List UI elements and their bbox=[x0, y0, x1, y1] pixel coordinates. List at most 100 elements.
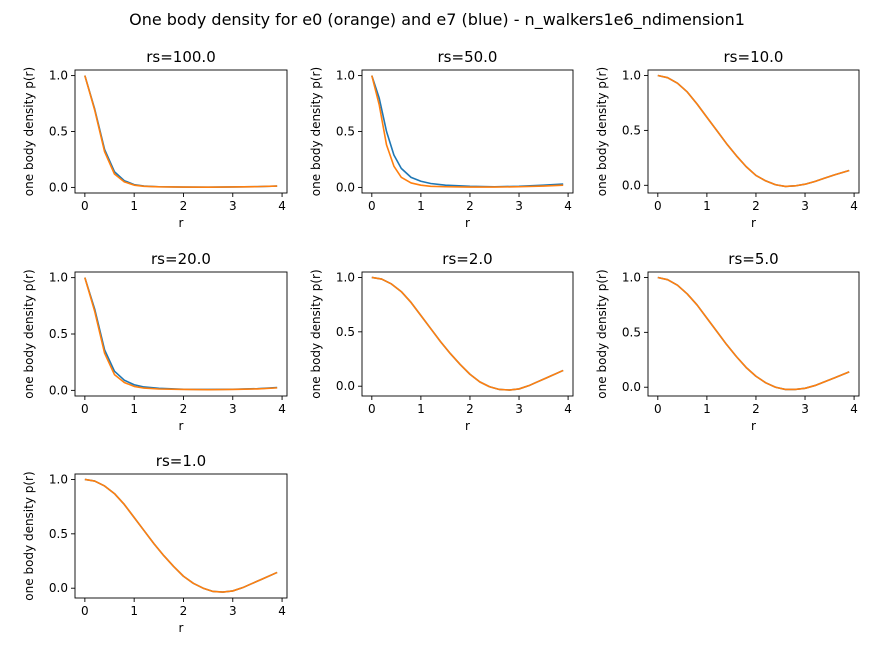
y-tick-label: 1.0 bbox=[49, 69, 68, 83]
y-tick-label: 1.0 bbox=[49, 472, 68, 486]
y-tick-label: 0.5 bbox=[336, 125, 355, 139]
x-tick-label: 2 bbox=[466, 402, 474, 416]
series-line-e0 bbox=[84, 75, 278, 188]
y-axis-label: one body density p(r) bbox=[22, 269, 36, 398]
x-tick-label: 4 bbox=[564, 402, 572, 416]
y-tick-label: 0.0 bbox=[49, 581, 68, 595]
axes-frame bbox=[74, 69, 288, 194]
x-tick-label: 4 bbox=[278, 604, 286, 618]
x-tick-label: 0 bbox=[81, 402, 89, 416]
y-tick-label: 0.0 bbox=[336, 180, 355, 194]
x-tick-label: 0 bbox=[81, 199, 89, 213]
x-axis-label: r bbox=[179, 419, 184, 433]
y-tick-label: 1.0 bbox=[622, 68, 641, 82]
x-tick-label: 2 bbox=[466, 199, 474, 213]
x-tick-label: 3 bbox=[229, 604, 237, 618]
subplot-title: rs=10.0 bbox=[724, 48, 784, 66]
axes-frame bbox=[361, 271, 574, 397]
axes-frame bbox=[74, 473, 288, 599]
x-tick-label: 0 bbox=[368, 199, 376, 213]
x-tick-label: 1 bbox=[417, 402, 425, 416]
x-axis-label: r bbox=[751, 419, 756, 433]
x-tick-label: 4 bbox=[278, 402, 286, 416]
y-axis-label: one body density p(r) bbox=[595, 269, 609, 398]
x-tick-label: 0 bbox=[654, 402, 662, 416]
x-tick-label: 0 bbox=[81, 604, 89, 618]
x-tick-label: 2 bbox=[752, 402, 760, 416]
y-tick-label: 0.5 bbox=[49, 125, 68, 139]
y-axis-label: one body density p(r) bbox=[22, 471, 36, 600]
subplot-2: 0 1 2 3 4 0.0 0.5 1.0 rs=50.0 r one body density p… bbox=[309, 48, 574, 230]
y-axis-label: one body density p(r) bbox=[22, 67, 36, 196]
series-line-e0 bbox=[371, 75, 564, 188]
x-tick-label: 1 bbox=[703, 199, 711, 213]
subplot-7: 0 1 2 3 4 0.0 0.5 1.0 rs=1.0 r one body density p(… bbox=[22, 452, 288, 635]
figure-title: One body density for e0 (orange) and e7 … bbox=[129, 10, 745, 29]
subplot-4: 0 1 2 3 4 0.0 0.5 1.0 rs=20.0 r one body density p… bbox=[22, 250, 288, 433]
y-tick-label: 0.5 bbox=[49, 327, 68, 341]
axes-frame bbox=[361, 69, 574, 194]
subplot-5: 0 1 2 3 4 0.0 0.5 1.0 rs=2.0 r one body density p(… bbox=[309, 250, 574, 433]
y-tick-label: 0.5 bbox=[622, 123, 641, 137]
x-tick-label: 3 bbox=[801, 199, 809, 213]
x-tick-label: 1 bbox=[417, 199, 425, 213]
x-tick-label: 2 bbox=[180, 402, 188, 416]
x-tick-label: 2 bbox=[180, 199, 188, 213]
y-tick-label: 0.0 bbox=[622, 178, 641, 192]
axes-frame bbox=[74, 271, 288, 397]
x-tick-label: 4 bbox=[850, 199, 858, 213]
x-tick-label: 3 bbox=[515, 402, 523, 416]
series-line-e7 bbox=[371, 75, 564, 188]
x-tick-label: 2 bbox=[752, 199, 760, 213]
y-tick-label: 0.0 bbox=[622, 380, 641, 394]
x-axis-label: r bbox=[179, 216, 184, 230]
series-line-e0 bbox=[657, 276, 850, 391]
axes-frame bbox=[647, 69, 860, 194]
series-line-e0 bbox=[657, 74, 850, 188]
series-line-e0 bbox=[371, 276, 564, 391]
x-tick-label: 4 bbox=[564, 199, 572, 213]
subplot-title: rs=50.0 bbox=[438, 48, 498, 66]
y-tick-label: 0.0 bbox=[49, 383, 68, 397]
y-tick-label: 0.5 bbox=[622, 325, 641, 339]
axes-frame bbox=[647, 271, 860, 397]
x-axis-label: r bbox=[465, 419, 470, 433]
x-tick-label: 4 bbox=[850, 402, 858, 416]
y-axis-label: one body density p(r) bbox=[595, 67, 609, 196]
subplot-title: rs=1.0 bbox=[156, 452, 206, 470]
x-tick-label: 2 bbox=[180, 604, 188, 618]
x-tick-label: 0 bbox=[654, 199, 662, 213]
subplot-6: 0 1 2 3 4 0.0 0.5 1.0 rs=5.0 r one body density p(… bbox=[595, 250, 860, 433]
x-axis-label: r bbox=[179, 621, 184, 635]
x-tick-label: 3 bbox=[515, 199, 523, 213]
x-tick-label: 3 bbox=[229, 199, 237, 213]
x-tick-label: 3 bbox=[801, 402, 809, 416]
subplot-title: rs=5.0 bbox=[728, 250, 778, 268]
x-tick-label: 0 bbox=[368, 402, 376, 416]
x-tick-label: 1 bbox=[130, 604, 138, 618]
x-tick-label: 1 bbox=[703, 402, 711, 416]
x-tick-label: 1 bbox=[130, 402, 138, 416]
y-tick-label: 1.0 bbox=[336, 270, 355, 284]
y-tick-label: 0.0 bbox=[336, 379, 355, 393]
y-axis-label: one body density p(r) bbox=[309, 67, 323, 196]
y-tick-label: 1.0 bbox=[49, 271, 68, 285]
series-line-e0 bbox=[84, 277, 278, 391]
series-line-e0 bbox=[84, 478, 278, 593]
x-axis-label: r bbox=[751, 216, 756, 230]
x-tick-label: 4 bbox=[278, 199, 286, 213]
y-tick-label: 0.5 bbox=[336, 325, 355, 339]
y-tick-label: 1.0 bbox=[622, 270, 641, 284]
y-axis-label: one body density p(r) bbox=[309, 269, 323, 398]
subplot-title: rs=2.0 bbox=[442, 250, 492, 268]
subplot-1: 0 1 2 3 4 0.0 0.5 1.0 rs=100.0 r one body density … bbox=[22, 48, 288, 230]
subplot-title: rs=100.0 bbox=[146, 48, 216, 66]
series-line-e7 bbox=[84, 478, 278, 593]
x-axis-label: r bbox=[465, 216, 470, 230]
x-tick-label: 3 bbox=[229, 402, 237, 416]
series-line-e7 bbox=[371, 276, 564, 391]
y-tick-label: 0.0 bbox=[49, 180, 68, 194]
y-tick-label: 0.5 bbox=[49, 527, 68, 541]
x-tick-label: 1 bbox=[130, 199, 138, 213]
